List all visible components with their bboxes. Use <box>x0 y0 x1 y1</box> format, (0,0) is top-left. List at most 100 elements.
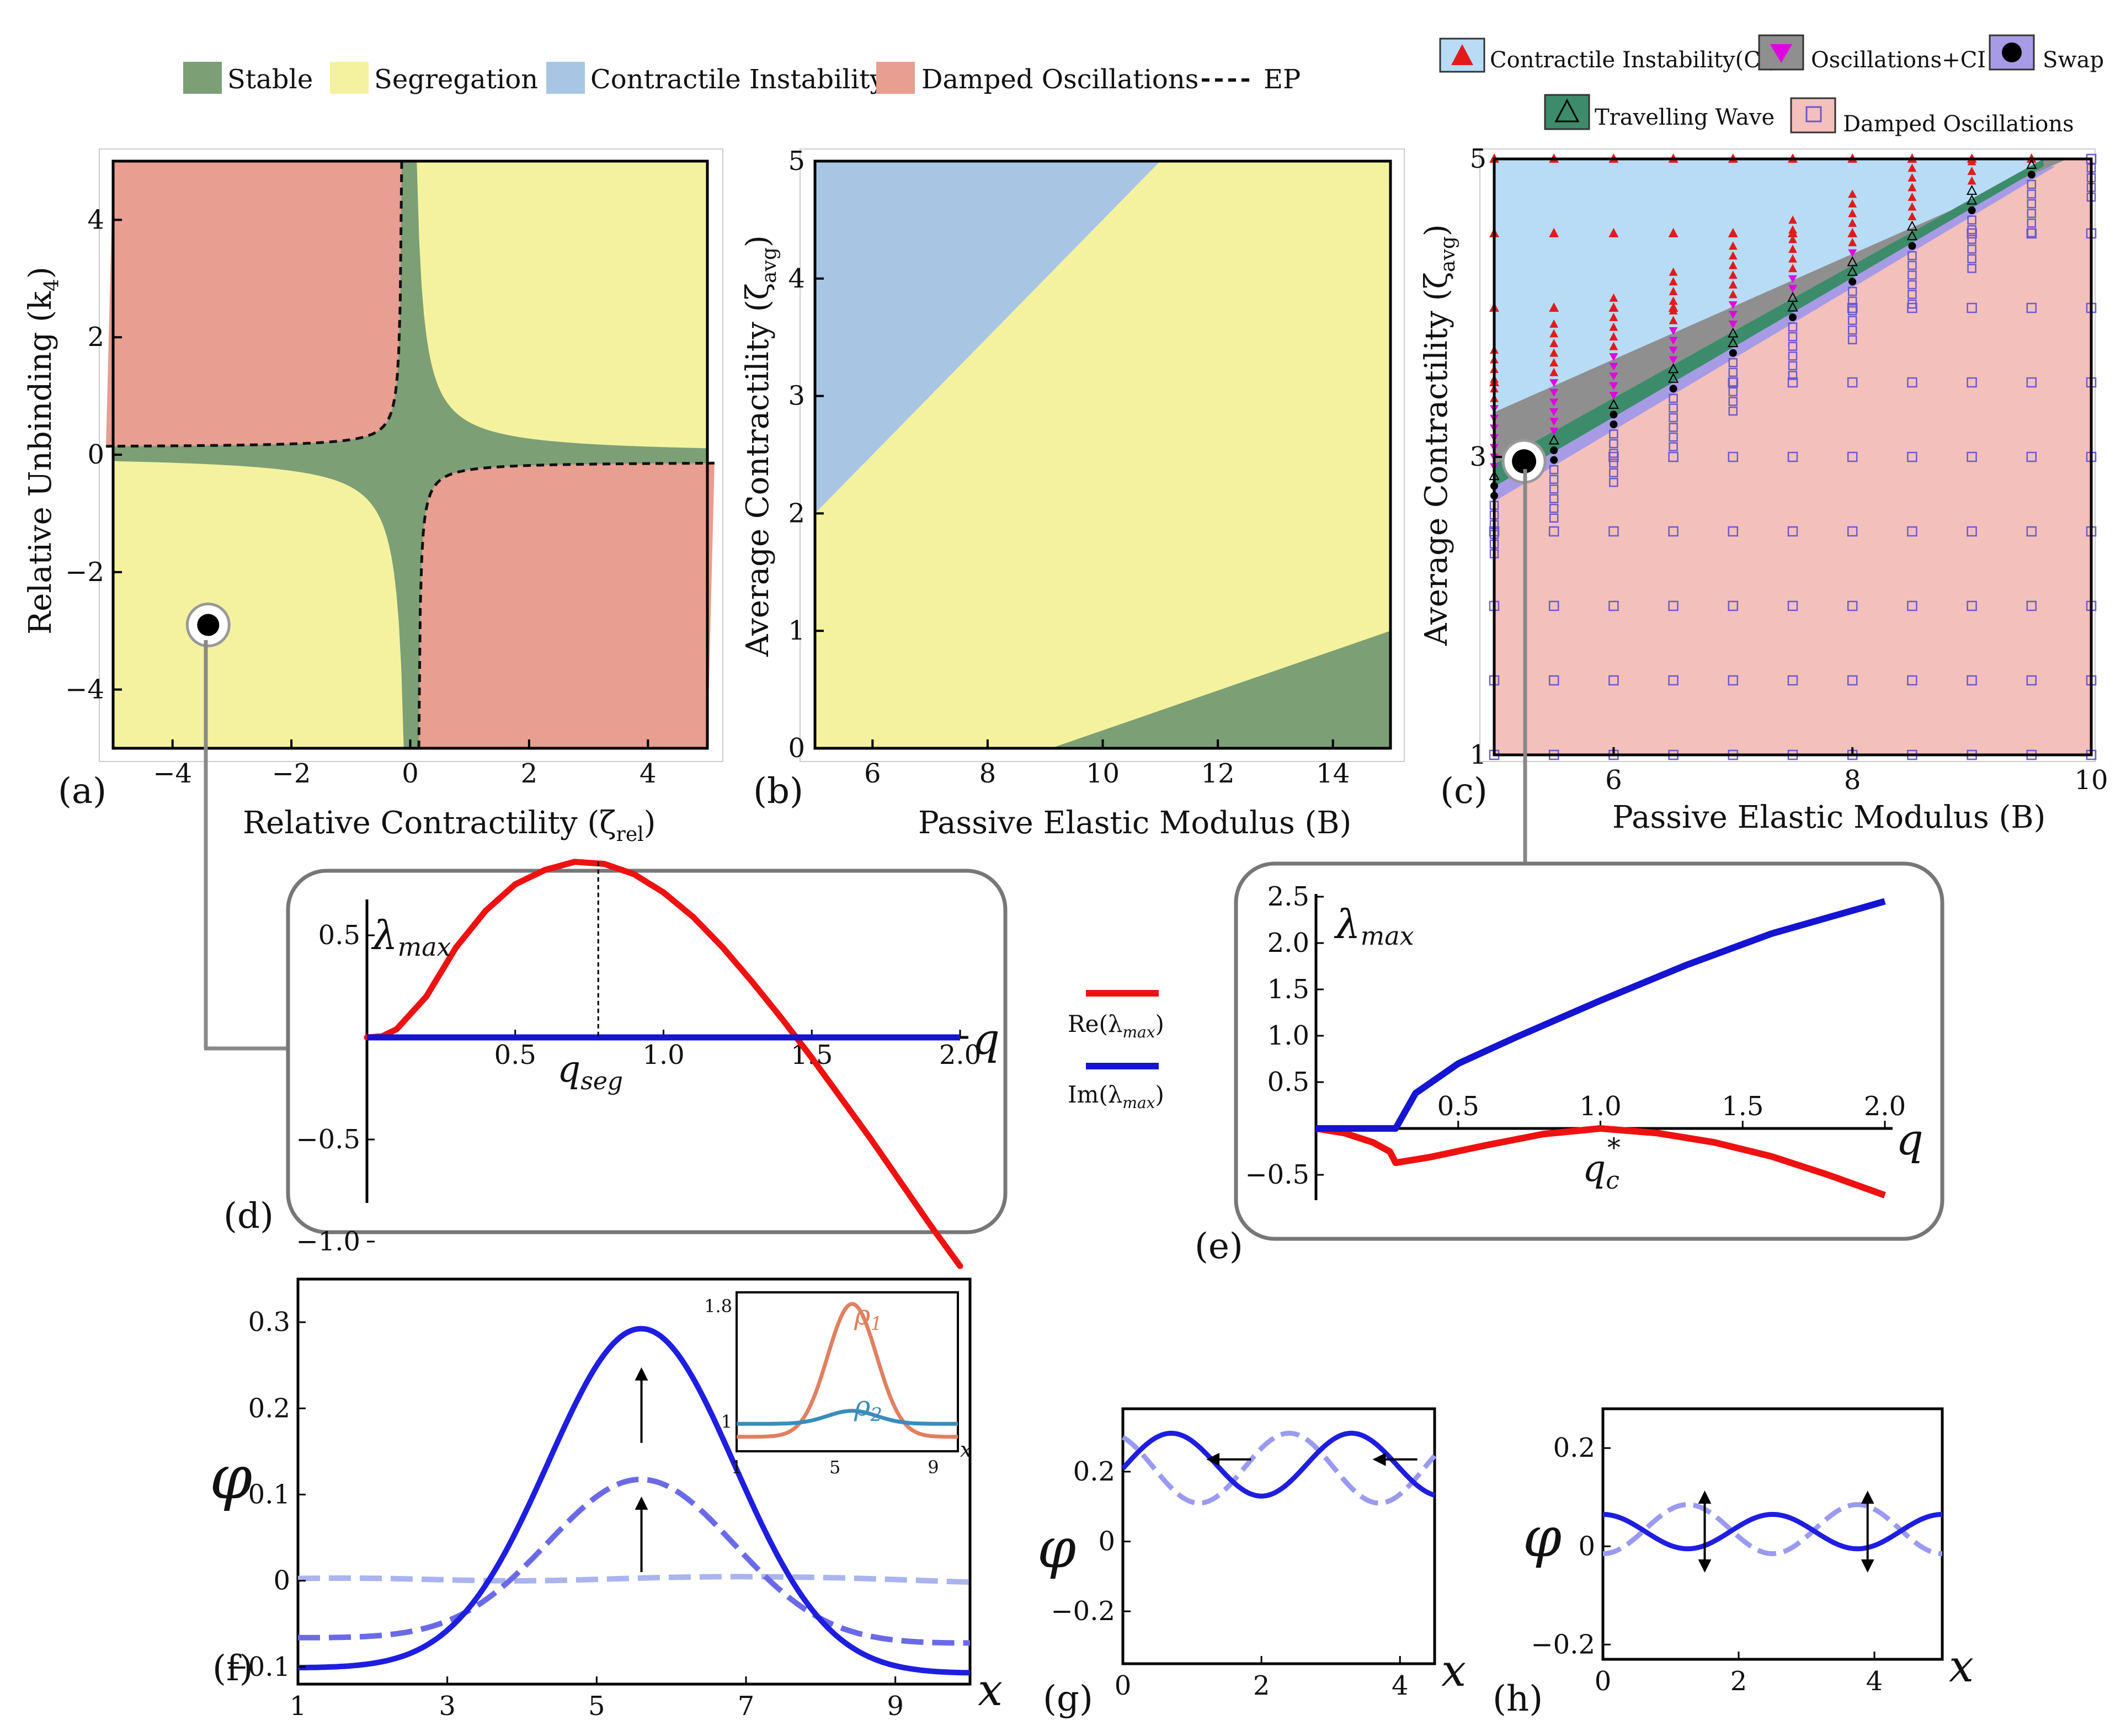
osc-ci-marker <box>1609 363 1618 371</box>
ep-line <box>106 161 403 448</box>
y-axis-label: λmax <box>1334 901 1414 951</box>
tw-marker <box>1667 363 1679 374</box>
x-tick-label: 8 <box>1844 765 1861 796</box>
panel-d-letter: (d) <box>223 1196 274 1237</box>
y-tick-label: 2.0 <box>1267 928 1309 958</box>
x-axis-label: x <box>1441 1645 1466 1696</box>
damped-marker <box>1728 358 1738 368</box>
x-tick-label: 2.0 <box>1864 1091 1906 1122</box>
x-tick-label: 4 <box>1392 1670 1409 1701</box>
legend-re-label: Re(λmax) <box>1068 1010 1164 1041</box>
ci-marker <box>1788 254 1797 263</box>
tw-marker <box>1787 291 1798 302</box>
damped-marker <box>1847 316 1857 325</box>
ci-marker <box>1848 199 1857 208</box>
panel-e: 0.5 1.0 1.5 2.02.52.01.51.00.5−0.5λmaxqqc* … <box>1195 861 1944 1267</box>
legend-c-label-ci: Contractile Instability(CI) <box>1490 47 1778 73</box>
swap-marker <box>2027 171 2036 179</box>
damped-marker <box>1608 675 1619 686</box>
osc-ci-marker <box>1788 285 1797 293</box>
ci-marker <box>1608 228 1619 237</box>
damped-marker <box>1728 406 1738 416</box>
ci-marker <box>1907 183 1917 191</box>
damped-marker <box>1728 451 1739 462</box>
ci-marker <box>1728 241 1738 250</box>
x-tick-label: 0 <box>1595 1666 1612 1697</box>
plot-frame <box>1121 1407 1436 1665</box>
y-axis-label: φ <box>210 1442 252 1513</box>
ci-marker <box>1788 244 1797 253</box>
damped-marker <box>1788 342 1798 351</box>
damped-marker <box>1967 675 1977 686</box>
ci-marker <box>1549 368 1559 376</box>
damped-marker <box>1788 322 1798 332</box>
ci-marker <box>1907 163 1917 172</box>
damped-marker <box>1787 451 1798 462</box>
ci-marker <box>1788 215 1797 224</box>
panel-c-ticks: 6 8 10 1 3 5 <box>1469 143 2108 796</box>
damped-marker <box>1787 377 1798 388</box>
inset-y-tick-label: 1.8 <box>704 1296 732 1317</box>
damped-marker <box>1847 377 1858 388</box>
tw-marker <box>1906 220 1918 231</box>
panel-c-plot-area <box>1489 153 2097 760</box>
y-tick-label: −0.1 <box>226 1652 290 1682</box>
y-tick-label: −2 <box>65 557 104 588</box>
ci-marker <box>1669 267 1678 276</box>
x-tick-label: 1.0 <box>642 1040 684 1071</box>
swap-marker <box>1789 313 1797 322</box>
ci-marker <box>1788 225 1797 234</box>
legend-label-stable: Stable <box>227 64 313 95</box>
damped-marker <box>1967 302 1977 313</box>
damped-marker <box>1668 526 1679 537</box>
y-tick-label: 1 <box>1469 739 1486 770</box>
inset-rho-curve <box>737 1302 958 1439</box>
damped-marker <box>1548 600 1559 611</box>
damped-marker <box>2026 302 2037 313</box>
ci-marker <box>1609 312 1618 321</box>
panel-a-frame-outer <box>99 148 723 762</box>
panel-b-plot-area <box>815 161 1390 748</box>
y-tick-label: −0.2 <box>1051 1596 1115 1627</box>
damped-marker <box>1669 393 1678 403</box>
ci-marker <box>1728 260 1738 269</box>
y-tick-label: 5 <box>788 146 805 177</box>
inset-y-tick-label: 1 <box>721 1412 732 1433</box>
damped-marker <box>1728 377 1738 387</box>
damped-marker <box>1668 675 1679 686</box>
panel-a-plot-area <box>106 161 715 749</box>
y-axis-label: φ <box>1037 1516 1076 1580</box>
damped-marker <box>2027 209 2037 219</box>
y-tick-label: 2 <box>788 498 805 529</box>
panel-h: 0 2 40.20−0.2φx (h) <box>1493 1407 1974 1719</box>
ci-marker <box>1609 332 1618 340</box>
legend-label-damped: Damped Oscillations <box>921 64 1198 95</box>
panel-e-plot-area: 0.5 1.0 1.5 2.0 2.5 2.0 1.5 1.0 0.5 −0.5 λmax q qc* <box>1245 881 1923 1200</box>
phi-curve-t3 <box>297 1325 971 1676</box>
swap-marker <box>1550 446 1558 455</box>
y-tick-label: 3 <box>788 381 805 412</box>
inset-x-tick-label: 5 <box>829 1457 840 1478</box>
osc-ci-marker <box>1728 321 1738 329</box>
damped-marker <box>1847 600 1858 611</box>
legend-label-ep: EP <box>1264 64 1301 95</box>
x-tick-label: 6 <box>1605 765 1622 796</box>
panel-e-box <box>1234 861 1944 1241</box>
osc-ci-marker <box>1609 382 1618 390</box>
panel-c: 6 8 10 1 3 5 Passive Elastic Modulus (B) Aver… <box>1419 143 2108 835</box>
ci-marker <box>1669 286 1678 295</box>
ci-marker <box>1788 264 1797 273</box>
damped-marker <box>1608 526 1619 537</box>
x-tick-label: 14 <box>1316 758 1350 789</box>
damped-marker <box>1728 387 1738 397</box>
inset-rho-curve <box>737 1409 958 1426</box>
swap-marker <box>1610 420 1618 428</box>
qseg-label: qseg <box>557 1048 623 1095</box>
panel-e-letter: (e) <box>1195 1226 1243 1267</box>
legend-swatch-segregation <box>330 62 369 94</box>
ci-marker <box>1848 228 1857 237</box>
tw-marker <box>1966 194 1978 205</box>
osc-ci-marker <box>1728 301 1738 309</box>
panel-b-letter: (b) <box>753 771 803 812</box>
ci-marker <box>1669 306 1678 315</box>
